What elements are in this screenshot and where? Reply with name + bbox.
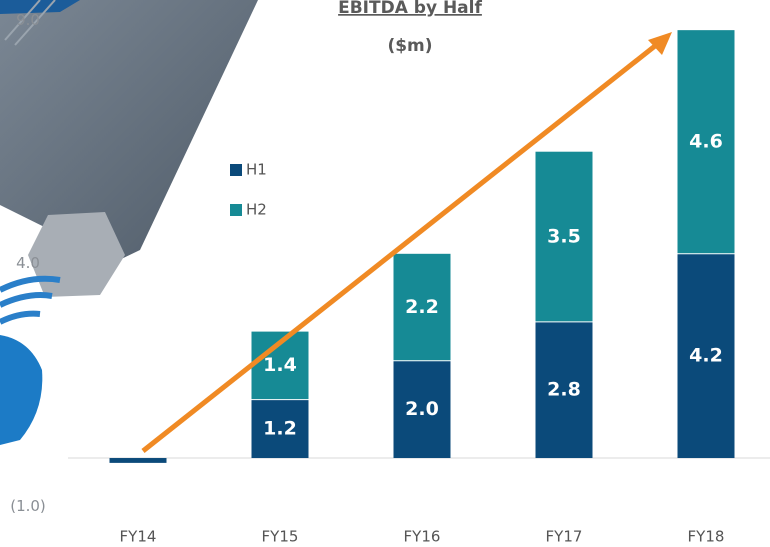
- y-tick-label: (1.0): [10, 497, 46, 515]
- legend: H1 H2: [230, 161, 267, 219]
- bar-segment: [251, 399, 309, 459]
- x-tick-label: FY15: [262, 528, 299, 546]
- value-label: 3.5: [547, 225, 581, 247]
- x-tick-label: FY17: [546, 528, 583, 546]
- decoration: [0, 0, 258, 445]
- legend-swatch: [230, 204, 242, 216]
- legend-label: H2: [246, 201, 267, 219]
- x-tick-label: FY14: [120, 528, 157, 546]
- bar-segment: [535, 321, 593, 459]
- legend-swatch: [230, 164, 242, 176]
- value-label: 1.4: [263, 354, 297, 376]
- value-label: 4.6: [689, 130, 723, 152]
- bar-segment: [535, 151, 593, 322]
- value-label: 2.0: [405, 398, 439, 420]
- bar-segment: [393, 360, 451, 459]
- value-label: 2.2: [405, 296, 439, 318]
- chart-title: EBITDA by Half: [338, 0, 482, 18]
- legend-label: H1: [246, 161, 267, 179]
- x-tick-label: FY18: [688, 528, 725, 546]
- y-tick-label: 4.0: [16, 254, 40, 272]
- chart-subtitle: ($m): [387, 36, 432, 56]
- bar-segment: [677, 253, 735, 459]
- value-label: 2.8: [547, 378, 581, 400]
- trend-arrow: [141, 40, 662, 453]
- bar-segment: [109, 458, 167, 463]
- x-tick-label: FY16: [404, 528, 441, 546]
- bar-segment: [393, 253, 451, 361]
- bar-segment: [677, 30, 735, 254]
- arrow-head: [648, 32, 672, 55]
- value-label: 4.2: [689, 344, 723, 366]
- y-tick-label: 9.0: [16, 11, 40, 29]
- value-label: 1.2: [263, 417, 297, 439]
